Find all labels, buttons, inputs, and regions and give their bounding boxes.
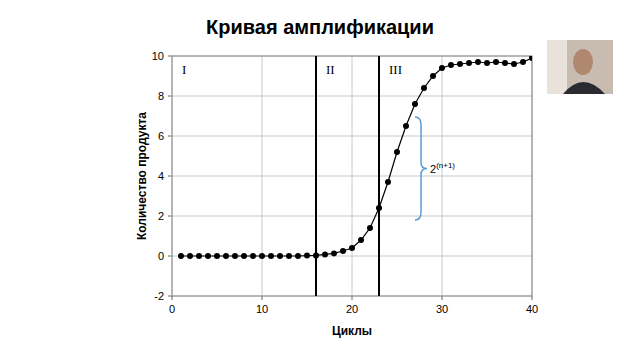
grid-line-x bbox=[442, 56, 443, 296]
data-point bbox=[439, 65, 445, 71]
data-point bbox=[268, 253, 274, 259]
tick-label-y: 2 bbox=[158, 210, 164, 222]
webcam-head bbox=[573, 49, 593, 75]
tick-y bbox=[168, 136, 172, 137]
phase-label: III bbox=[389, 62, 402, 77]
data-point bbox=[349, 245, 355, 251]
tick-label-y: -2 bbox=[154, 290, 164, 302]
data-point bbox=[376, 205, 382, 211]
chart: Кривая амплификации -2 0 2 4 6 8 10 0 10 20 30 40 Цик… bbox=[0, 0, 640, 360]
data-point bbox=[196, 253, 202, 259]
plot-frame bbox=[172, 56, 532, 296]
data-point bbox=[178, 253, 184, 259]
data-point bbox=[214, 253, 220, 259]
tick-label-y: 6 bbox=[158, 130, 164, 142]
webcam-bg bbox=[547, 40, 567, 94]
data-point bbox=[502, 60, 508, 66]
grid bbox=[168, 56, 532, 300]
tick-y bbox=[168, 56, 172, 57]
data-point bbox=[286, 253, 292, 259]
data-point bbox=[403, 123, 409, 129]
tick-label-x: 30 bbox=[436, 303, 448, 315]
data-point bbox=[367, 225, 373, 231]
tick-label-y: 10 bbox=[152, 50, 164, 62]
webcam-body bbox=[563, 82, 605, 94]
data-point bbox=[358, 237, 364, 243]
data-point bbox=[511, 61, 517, 67]
data-point bbox=[493, 59, 499, 65]
data-point bbox=[223, 253, 229, 259]
data-point bbox=[241, 253, 247, 259]
title: Кривая амплификации bbox=[206, 16, 434, 38]
phase-boundary bbox=[378, 56, 380, 296]
y-axis-label: Количество продукта bbox=[135, 112, 149, 240]
tick-label-x: 40 bbox=[526, 303, 538, 315]
data-point bbox=[412, 101, 418, 107]
tick-label-x: 0 bbox=[169, 303, 175, 315]
data-point bbox=[457, 61, 463, 67]
data-point bbox=[295, 253, 301, 259]
data-point bbox=[313, 252, 319, 258]
phase-label: II bbox=[326, 62, 335, 77]
grid-line-x bbox=[352, 56, 353, 296]
webcam bbox=[547, 40, 613, 94]
data-point bbox=[340, 248, 346, 254]
tick-label-x: 10 bbox=[256, 303, 268, 315]
data-point bbox=[529, 56, 532, 61]
data-point bbox=[187, 253, 193, 259]
tick-x bbox=[442, 296, 443, 300]
tick-y bbox=[168, 296, 172, 297]
data-point bbox=[385, 179, 391, 185]
data-point bbox=[322, 251, 328, 257]
data-point bbox=[259, 253, 265, 259]
slide: Кривая амплификации -2 0 2 4 6 8 10 0 10 20 30 40 Цик… bbox=[0, 0, 640, 360]
bracket bbox=[415, 117, 427, 220]
data-point bbox=[421, 85, 427, 91]
tick-y bbox=[168, 256, 172, 257]
tick-label-y: 0 bbox=[158, 250, 164, 262]
data-point bbox=[484, 60, 490, 66]
tick-y bbox=[168, 176, 172, 177]
tick-x bbox=[532, 296, 533, 300]
data-point bbox=[277, 253, 283, 259]
x-axis-label: Циклы bbox=[332, 324, 372, 338]
data-point bbox=[232, 253, 238, 259]
data-point bbox=[475, 59, 481, 65]
tick-x bbox=[172, 296, 173, 300]
tick-y bbox=[168, 216, 172, 217]
data-point bbox=[430, 73, 436, 79]
grid-line-x bbox=[262, 56, 263, 296]
data-point bbox=[205, 253, 211, 259]
tick-x bbox=[262, 296, 263, 300]
tick-label-x: 20 bbox=[346, 303, 358, 315]
plot-area bbox=[178, 56, 532, 296]
series-line bbox=[181, 58, 532, 256]
data-point bbox=[250, 253, 256, 259]
data-point bbox=[520, 59, 526, 65]
tick-x bbox=[352, 296, 353, 300]
data-point bbox=[304, 253, 310, 259]
data-point bbox=[448, 62, 454, 68]
tick-y bbox=[168, 96, 172, 97]
data-point bbox=[394, 149, 400, 155]
phase-boundary bbox=[315, 56, 317, 296]
data-point bbox=[331, 250, 337, 256]
tick-label-y: 4 bbox=[158, 170, 164, 182]
tick-label-y: 8 bbox=[158, 90, 164, 102]
bracket-label: 2(n+1) bbox=[430, 161, 455, 175]
data-point bbox=[466, 60, 472, 66]
bracket-exponent: (n+1) bbox=[436, 161, 455, 170]
phase-label: I bbox=[182, 62, 186, 77]
webcam-frame bbox=[547, 40, 613, 94]
